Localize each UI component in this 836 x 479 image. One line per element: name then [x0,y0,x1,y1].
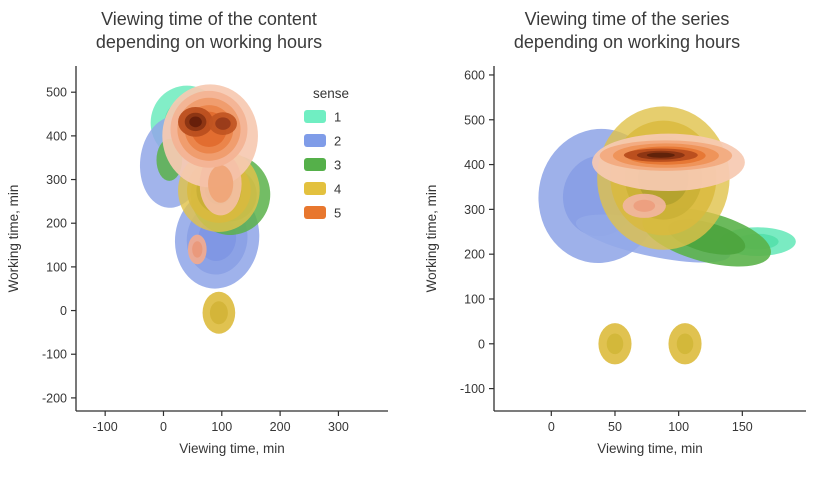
kde-blob-sense-4 [676,333,694,355]
chart-title: Viewing time of the content depending on… [95,9,323,53]
kde-blob-sense-4 [606,333,624,355]
y-tick-label: -100 [460,382,485,396]
kde-blob-sense-5 [208,165,234,203]
x-tick-label: 300 [328,420,349,434]
x-tick-label: -100 [93,420,118,434]
x-tick-label: 100 [668,420,689,434]
legend-label: 3 [334,158,341,173]
y-tick-label: 600 [464,68,485,82]
plot-svg-content: -100 0 100 200 300 -200 -100 0 100 200 300 400 500 Vi… [6,66,388,456]
y-tick-label: 0 [478,337,485,351]
x-tick-label: 150 [732,420,753,434]
legend-label: 5 [334,206,341,221]
x-tick-label: 50 [608,420,622,434]
legend-label: 4 [334,182,341,197]
kde-blob-sense-5 [192,241,203,258]
x-tick-label: 0 [160,420,167,434]
y-tick-label: -200 [42,391,67,405]
y-tick-label: 400 [464,158,485,172]
legend-label: 1 [334,110,341,125]
y-tick-label: 500 [46,86,67,100]
kde-blob-sense-5 [633,199,656,212]
legend-swatch-sense-1 [304,110,326,123]
y-tick-label: 300 [464,203,485,217]
y-tick-label: 200 [464,248,485,262]
chart-content: Viewing time of the content depending on… [6,9,388,456]
kde-blob-sense-5 [215,117,231,130]
y-tick-label: 500 [464,113,485,127]
y-axis-label: Working time, min [424,185,439,293]
x-axis-label: Viewing time, min [597,441,703,456]
legend-swatch-sense-5 [304,206,326,219]
y-tick-label: 400 [46,129,67,143]
kde-blob-sense-5 [646,152,675,158]
plot-svg-series: 0 50 100 150 -100 0 100 200 300 400 500 600 Viewing … [424,66,806,456]
legend-swatch-sense-4 [304,182,326,195]
y-tick-label: 100 [464,292,485,306]
y-tick-label: 200 [46,217,67,231]
y-tick-label: 0 [60,304,67,318]
chart-series: Viewing time of the series depending on … [418,0,836,479]
x-tick-label: 0 [548,420,555,434]
kde-density-layer [139,84,271,334]
chart-title: Viewing time of the series depending on … [513,9,741,53]
x-tick-label: 100 [211,420,232,434]
legend-label: 2 [334,134,341,149]
legend-title: sense [313,86,349,101]
x-tick-label: 200 [270,420,291,434]
legend-swatch-sense-2 [304,134,326,147]
kde-density-layer [538,106,796,365]
kde-blob-sense-5 [189,116,202,128]
kde-blob-sense-4 [209,301,228,325]
legend-swatch-sense-3 [304,158,326,171]
y-axis-label: Working time, min [6,185,21,293]
y-tick-label: 100 [46,260,67,274]
x-axis-label: Viewing time, min [179,441,285,456]
y-tick-label: 300 [46,173,67,187]
y-tick-label: -100 [42,348,67,362]
